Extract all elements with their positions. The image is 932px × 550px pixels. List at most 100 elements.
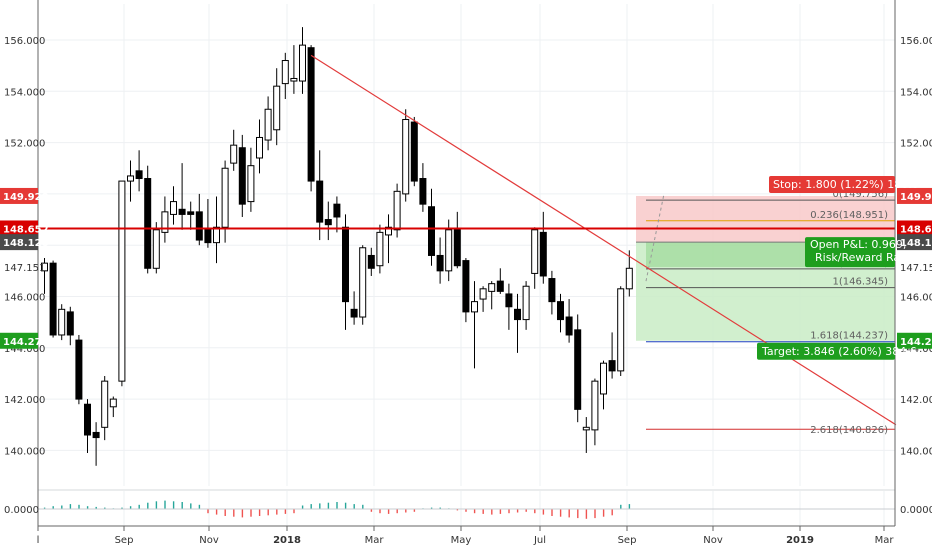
histogram-bar	[327, 502, 330, 509]
pnl-label-box	[805, 237, 895, 268]
candle-down	[324, 219, 332, 226]
candle-down	[307, 47, 315, 182]
y-tick-label-right: 146.000	[900, 293, 932, 304]
price-badge-right	[897, 187, 932, 204]
y-tick-label-left: 140.000	[4, 446, 45, 457]
histogram-bar	[301, 505, 304, 509]
candle-up	[617, 288, 625, 372]
histogram-bar	[172, 501, 175, 509]
histogram-bar	[405, 509, 407, 513]
candle-up	[479, 288, 487, 300]
candle-down	[367, 254, 375, 269]
histogram-bar	[69, 504, 72, 509]
fib-level-label: 1.618(144.237)	[810, 331, 888, 342]
histogram-bar	[456, 509, 459, 511]
y-tick-label-left: 156.000	[4, 36, 45, 47]
candle-down	[565, 316, 573, 336]
fib-connector	[645, 193, 665, 282]
histogram-bar	[284, 509, 287, 514]
candle-down	[195, 211, 203, 241]
histogram-bar	[551, 509, 553, 516]
candle-up	[213, 226, 220, 244]
x-tick-label: Nov	[199, 535, 219, 546]
price-badge-label: 144.274	[3, 337, 49, 348]
histogram-bar	[396, 509, 398, 514]
candle-down	[608, 360, 616, 372]
histogram-bar	[319, 503, 321, 509]
target-label: Target: 3.846 (2.60%) 384.6	[761, 345, 917, 358]
price-badge-label: 148.120	[900, 238, 932, 249]
candle-down	[316, 180, 324, 223]
candle-down	[204, 229, 212, 244]
histogram-bar	[491, 509, 493, 515]
histogram-bar	[43, 507, 46, 509]
price-badges: 149.920 148.652 148.120 144.274 149.920 148.6…	[0, 175, 932, 360]
candle-down	[557, 301, 564, 321]
candle-up	[230, 144, 238, 164]
fib-level-label: 2.618(140.826)	[810, 425, 888, 436]
candle-down	[75, 339, 83, 400]
histogram-bar	[95, 506, 97, 509]
y-tick-label-left: 147.151	[4, 263, 45, 274]
histogram-bar	[370, 509, 373, 512]
candle-up	[591, 380, 599, 431]
momentum-histogram	[38, 489, 895, 519]
histogram-bar	[439, 507, 441, 509]
histogram-bar	[585, 509, 588, 519]
pnl-label: Open P&L: 0.969,	[810, 238, 906, 251]
candle-down	[514, 308, 521, 321]
histogram-bar	[628, 504, 631, 509]
histogram-bar	[542, 509, 545, 515]
y-tick-label-right: 140.000	[900, 446, 932, 457]
price-badge-label: 148.652	[900, 224, 932, 235]
histogram-bar	[473, 509, 476, 514]
candle-down	[342, 226, 349, 303]
histogram-bar	[577, 509, 579, 519]
candle-up	[471, 301, 478, 313]
price-badge-right	[897, 220, 932, 237]
candle-down	[496, 280, 504, 292]
price-badge-left	[0, 234, 38, 251]
histogram-bar	[465, 509, 467, 512]
x-tick-label: l	[37, 535, 40, 546]
candle-up	[170, 201, 177, 215]
histogram-bar	[181, 502, 183, 509]
candle-down	[135, 170, 143, 180]
fib-level-label: 0.236(148.951)	[810, 210, 888, 221]
candle-down	[436, 254, 444, 272]
fib-level-label: 0(149.756)	[832, 189, 888, 200]
histogram-bar	[594, 509, 596, 519]
candle-up	[290, 77, 298, 82]
histogram-bar	[78, 504, 80, 509]
histogram-zero-label-left: 0.0000	[4, 505, 39, 516]
axes: 156.000 156.000 154.000 154.000 152.000 152.0…	[4, 0, 932, 546]
histogram-bar	[52, 506, 54, 509]
candle-up	[385, 226, 392, 236]
histogram-bar	[482, 509, 484, 514]
histogram-zero-label-right: 0.0000	[900, 505, 932, 516]
histogram-bar	[155, 501, 158, 509]
candle-down	[66, 311, 74, 336]
candle-up	[402, 119, 410, 195]
price-badge-left	[0, 187, 38, 204]
candle-up	[531, 229, 539, 274]
histogram-bar	[276, 509, 278, 515]
histogram-bar	[215, 509, 218, 515]
candle-up	[118, 180, 126, 382]
candle-up	[273, 85, 281, 131]
histogram-bar	[310, 504, 312, 509]
x-tick-label: May	[451, 535, 472, 546]
candle-up	[359, 247, 367, 318]
candle-down	[49, 262, 57, 336]
histogram-bar	[224, 509, 226, 516]
price-badge-right	[897, 332, 932, 349]
y-tick-label-right: 156.000	[900, 36, 932, 47]
candle-up	[58, 308, 66, 336]
candle-down	[410, 121, 418, 182]
histogram-bar	[499, 509, 502, 514]
histogram-bar	[86, 506, 89, 509]
histogram-bar	[129, 506, 132, 509]
target-label-box	[757, 342, 895, 360]
x-tick-label: 2019	[786, 535, 814, 546]
